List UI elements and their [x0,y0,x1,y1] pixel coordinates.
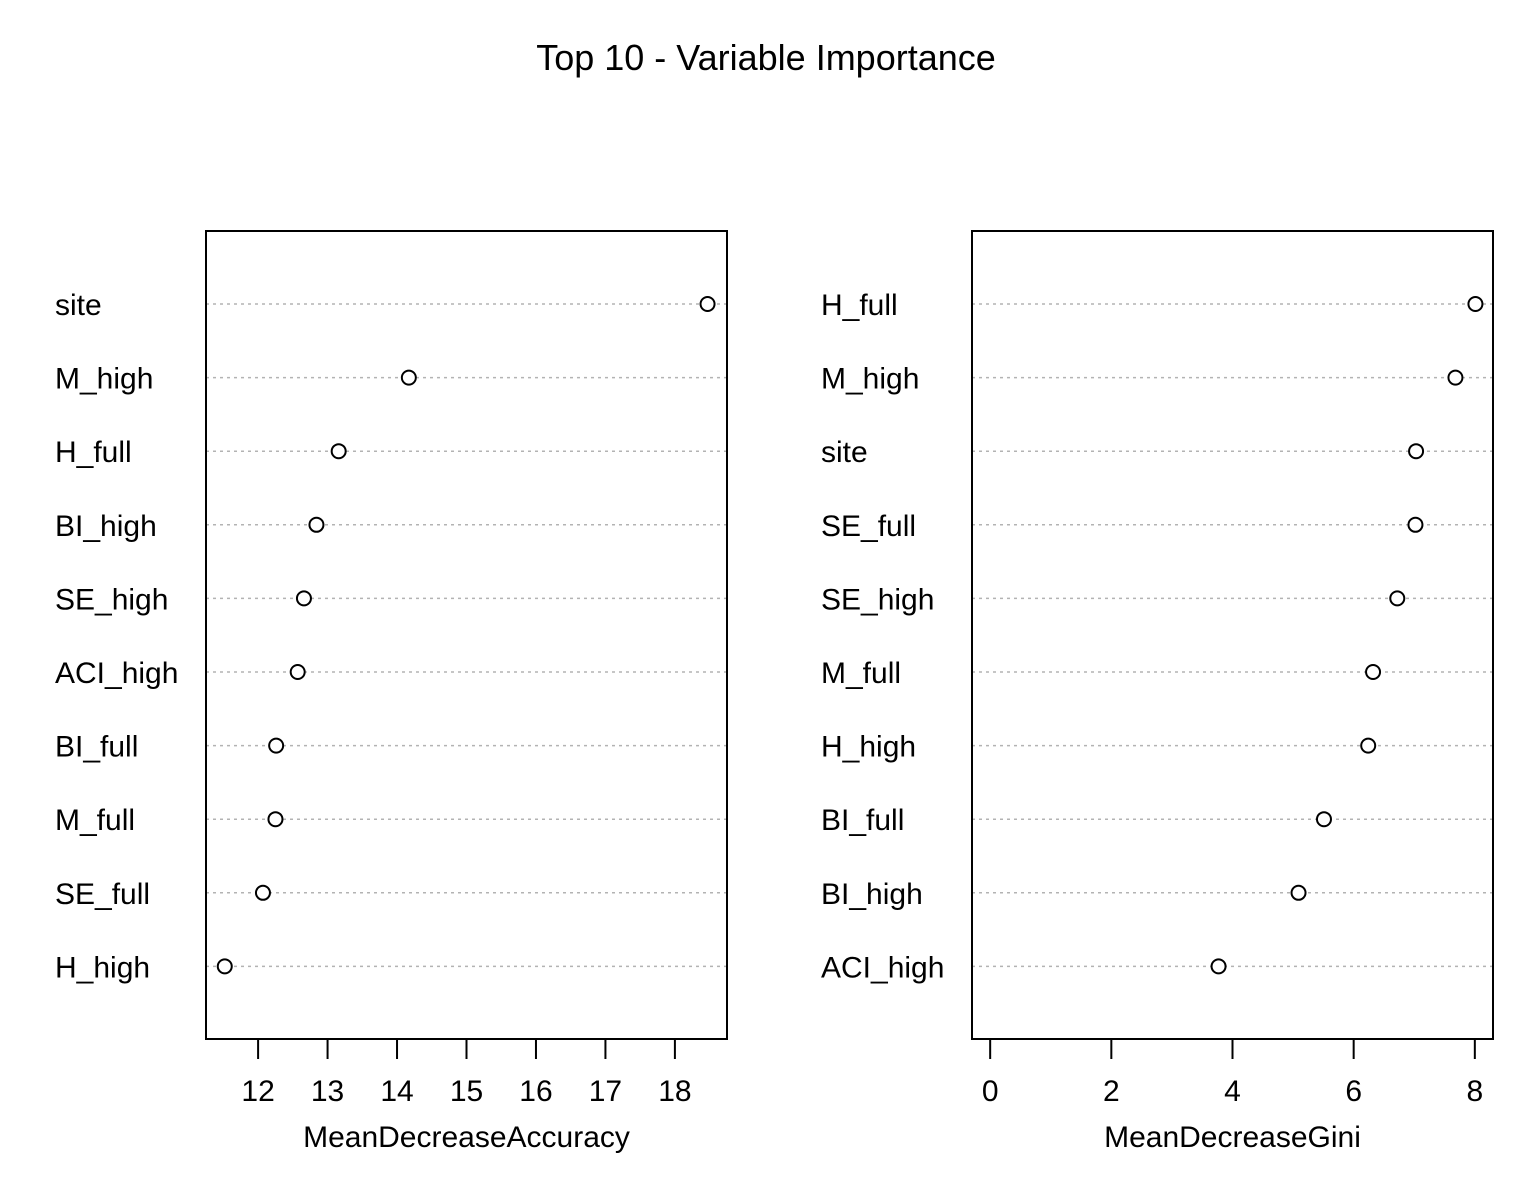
data-point [295,590,312,607]
data-point [1467,296,1484,312]
data-point [699,296,716,312]
data-point [1360,737,1377,754]
data-point [254,884,271,901]
category-label: ACI_high [55,657,178,690]
category-label: BI_full [55,731,138,764]
x-axis-label: MeanDecreaseGini [1104,1121,1361,1154]
data-point [289,664,306,680]
x-tick-label: 13 [311,1075,344,1108]
data-point [400,369,417,386]
data-point [1365,664,1382,680]
category-label: ACI_high [821,951,944,984]
plot-frame [971,230,1494,1040]
category-label: SE_high [821,583,934,616]
x-tick-label: 12 [241,1075,274,1108]
category-label: M_full [55,804,135,837]
data-point [1389,590,1406,607]
data-point [1408,443,1425,460]
x-tick-label: 15 [450,1075,483,1108]
chart-title: Top 10 - Variable Importance [536,37,996,78]
category-label: H_high [55,951,150,984]
category-label: M_high [55,363,153,396]
data-point [1210,958,1227,975]
category-label: SE_full [55,878,150,911]
category-label: SE_full [821,510,916,543]
x-tick-label: 8 [1466,1075,1483,1108]
data-point [1447,369,1464,386]
data-point [330,443,347,460]
data-point [1290,884,1307,901]
category-label: site [821,436,868,469]
x-tick-label: 18 [658,1075,691,1108]
x-tick-label: 14 [380,1075,413,1108]
category-label: site [55,289,102,322]
x-axis-label: MeanDecreaseAccuracy [303,1121,630,1154]
category-label: BI_high [821,878,923,911]
data-point [1407,516,1424,533]
category-label: BI_high [55,510,157,543]
category-label: SE_high [55,583,168,616]
category-label: H_high [821,731,916,764]
category-label: H_full [821,289,898,322]
data-point [267,811,284,828]
x-tick-label: 2 [1103,1075,1120,1108]
category-label: M_high [821,363,919,396]
panel-1: site M_high H_full BI_high SE_high ACI_high BI… [55,230,728,1154]
category-label: BI_full [821,804,904,837]
x-tick-label: 0 [982,1075,999,1108]
x-tick-label: 17 [589,1075,622,1108]
data-point [1315,811,1332,828]
data-point [308,516,325,533]
x-tick-label: 4 [1224,1075,1241,1108]
data-point [268,737,285,754]
x-tick-label: 6 [1345,1075,1362,1108]
category-label: H_full [55,436,132,469]
x-tick-label: 16 [519,1075,552,1108]
plot-frame [205,230,728,1040]
category-label: M_full [821,657,901,690]
data-point [216,958,233,975]
